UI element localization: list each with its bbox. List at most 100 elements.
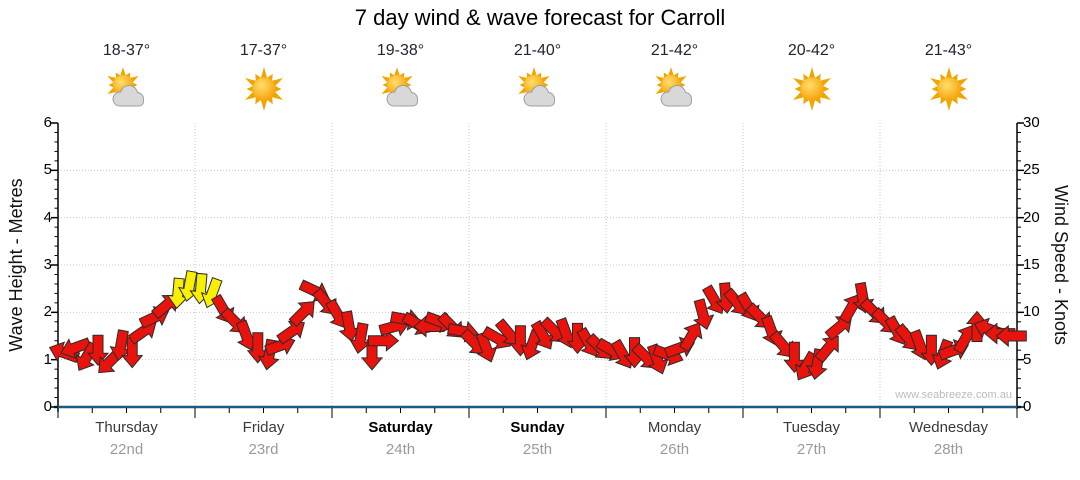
day-date: 22nd [109,441,144,458]
sun-ray [945,99,952,111]
wind-arrow [60,337,92,360]
right-tick-label: 5 [1023,350,1032,368]
sun-ray [939,73,947,82]
wind-arrow [995,324,1027,348]
cloud [389,97,417,106]
sun-ray [950,96,958,105]
wind-arrow [109,329,132,362]
wind-arrow [349,322,371,354]
sun-ray [945,67,952,79]
wind-arrow [814,335,839,364]
wind-arrow [530,319,555,350]
sun-cloud-icon [651,66,699,119]
right-tick-label: 15 [1023,256,1040,273]
sun-ray [813,96,821,105]
sun-ray [254,73,262,82]
sun-disc [937,77,960,101]
wind-arrow [475,331,498,363]
wind-arrow [360,339,384,371]
left-tick-label: 4 [43,208,52,226]
sun-cloud-icon [103,66,151,119]
sun-ray [519,82,525,88]
wind-arrow [692,298,715,330]
day-name: Monday [647,419,702,436]
sun-icon [925,66,973,119]
temperature-range: 21-42° [650,42,699,59]
wind-arrow [246,332,269,364]
sun-disc [800,77,823,101]
sun-ray [950,73,958,82]
sun-cloud-icon [377,66,425,119]
day-name: Tuesday [783,419,840,436]
wind-arrow [166,277,189,310]
sun-ray [794,85,801,93]
sun-ray [274,85,281,93]
sun-ray [667,67,674,76]
cloud [115,97,143,106]
right-tick-label: 30 [1023,114,1040,131]
watermark: www.seabreeze.com.au [895,389,1012,401]
sun-ray [813,73,821,82]
left-tick-label: 1 [43,350,52,368]
sun-ray [265,96,273,105]
left-tick-label: 2 [43,303,52,321]
wind-arrow [121,337,144,369]
sun-ray [254,96,262,105]
wind-arrow [276,320,305,345]
sun-ray [246,85,253,93]
right-tick-label: 25 [1023,161,1040,179]
right-tick-label: 10 [1023,303,1040,321]
temperature-range: 18-37° [102,42,151,59]
sun-ray [260,67,267,79]
day-name: Friday [242,419,285,436]
day-name: Saturday [368,419,433,436]
sun-icon [788,66,836,119]
day-date: 23rd [248,441,279,458]
left-tick-label: 5 [43,161,52,179]
sun-ray [802,96,810,105]
temperature-range: 21-40° [513,42,562,59]
wind-arrow [86,334,110,366]
cloud [663,97,691,106]
temperature-range: 21-43° [924,42,973,59]
left-tick-label: 0 [43,398,52,415]
wind-arrow [367,329,400,352]
day-date: 27th [796,441,827,458]
right-tick-label: 20 [1023,208,1040,226]
wind-arrow [824,316,853,341]
sun-disc [252,77,275,101]
left-tick-label: 6 [43,114,52,131]
right-tick-label: 0 [1023,398,1032,415]
day-date: 24th [385,441,416,458]
sun-ray [656,82,662,88]
wind-arrow [520,329,543,361]
left-tick-label: 3 [43,256,52,273]
sun-icon [240,66,288,119]
wind-arrow [783,341,806,374]
day-name: Sunday [510,419,565,436]
sun-ray [108,82,114,88]
sun-cloud-icon [514,66,562,119]
sun-ray [119,67,126,76]
sun-ray [382,82,388,88]
day-date: 28th [933,441,964,458]
day-date: 26th [659,441,690,458]
temperature-range: 20-42° [787,42,836,59]
day-date: 25th [522,441,553,458]
wind-arrow [288,301,315,328]
cloud [526,97,554,106]
sun-ray [931,85,938,93]
sun-ray [808,67,815,79]
sun-ray [530,67,537,76]
wind-arrow [646,343,669,375]
sun-ray [939,96,947,105]
sun-ray [260,99,267,111]
sun-ray [802,73,810,82]
sun-ray [393,67,400,76]
chart-title: 7 day wind & wave forecast for Carroll [354,5,726,30]
temperature-range: 19-38° [376,42,425,59]
temperature-range: 17-37° [239,42,288,59]
day-name: Wednesday [909,419,988,436]
